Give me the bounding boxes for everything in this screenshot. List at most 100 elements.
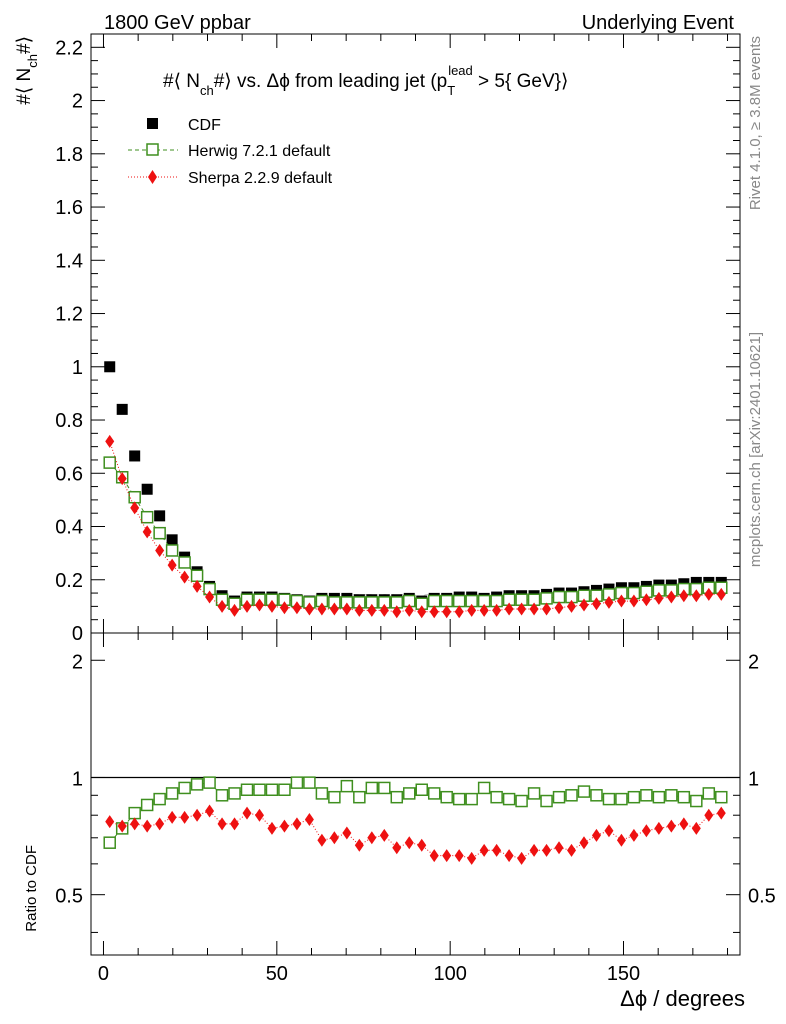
ratio-herwig-point [465, 792, 478, 806]
main-sherpa-point [716, 587, 726, 601]
ratio-herwig-point [640, 789, 653, 802]
ratio-herwig-point [253, 783, 266, 797]
main-sherpa-point [117, 472, 127, 486]
ratio-panel: 0.5 0.5 1 1 2 2 0 50 100 150 Ratio to CDF Δϕ / d… [23, 632, 776, 1011]
main-sherpa-point [329, 602, 339, 616]
ratio-herwig-point [690, 794, 703, 808]
legend-herwig-marker [146, 143, 159, 156]
main-sherpa-point [217, 599, 227, 613]
ratio-herwig-point [665, 789, 678, 802]
main-ytick-label: 0.8 [55, 410, 83, 432]
ratio-herwig-point [140, 798, 154, 812]
main-sherpa-point [616, 594, 626, 608]
main-ytick-label: 1.8 [55, 144, 83, 166]
main-cdf-point [141, 483, 153, 495]
ratio-ytick-label-right: 1 [748, 768, 759, 790]
ratio-herwig-point [527, 787, 541, 800]
main-herwig-point [128, 490, 141, 504]
ratio-sherpa-point [279, 819, 289, 833]
main-sherpa-point [130, 501, 140, 515]
main-herwig-point [190, 569, 204, 583]
ratio-sherpa-point [217, 817, 227, 831]
ratio-herwig-point [265, 783, 279, 797]
legend-cdf-marker [147, 118, 158, 129]
main-title: #⟨ Nch#⟩ vs. Δϕ from leading jet (pTlead… [163, 63, 568, 98]
header-right: Underlying Event [582, 12, 735, 34]
main-sherpa-point [279, 601, 289, 615]
main-sherpa-point [417, 605, 427, 619]
ratio-sherpa-point [379, 828, 389, 842]
ratio-sherpa-point [392, 841, 402, 855]
main-herwig-point [452, 594, 466, 608]
ratio-herwig-point [715, 790, 728, 804]
ratio-herwig-point [565, 789, 578, 802]
main-ytick-label: 1.6 [55, 197, 83, 219]
ratio-sherpa-point [654, 821, 664, 835]
ratio-sherpa-point [417, 838, 427, 852]
main-cdf-point [690, 576, 702, 588]
main-panel: 0 0.2 0.4 0.6 0.8 1 1.2 1.4 1.6 1.8 2 2.2 #⟨ Nch#⟩ … [14, 33, 741, 645]
main-sherpa-point [542, 602, 552, 616]
ratio-herwig-point [315, 787, 329, 800]
ratio-herwig-point [128, 806, 141, 820]
ratio-herwig-point [602, 792, 616, 806]
ratio-sherpa-point [242, 806, 252, 820]
main-herwig-point [552, 590, 566, 604]
ratio-herwig-point [390, 790, 404, 804]
ratio-sherpa-point [529, 843, 539, 857]
main-sherpa-point [105, 434, 115, 448]
ratio-sherpa-point [467, 851, 477, 865]
main-sherpa-point [155, 543, 165, 557]
ratio-herwig-point [365, 781, 379, 795]
ratio-sherpa-point [454, 849, 464, 863]
main-sherpa-point [629, 594, 639, 608]
main-sherpa-point [242, 599, 252, 613]
ratio-herwig-point [502, 792, 516, 806]
ratio-herwig-point [702, 787, 716, 800]
ratio-sherpa-point [130, 817, 140, 831]
main-sherpa-point [554, 601, 564, 615]
ratio-sherpa-point [629, 828, 639, 842]
ratio-sherpa-point [567, 843, 577, 857]
main-sherpa-point [354, 603, 364, 617]
ratio-sherpa-point [429, 849, 439, 863]
legend-sherpa-label: Sherpa 2.2.9 default [188, 170, 333, 187]
ratio-ytick-label-left: 2 [72, 651, 83, 673]
main-sherpa-point [666, 590, 676, 604]
main-ytick-label: 0.2 [55, 570, 83, 592]
main-sherpa-point [579, 598, 589, 612]
ratio-herwig-point [165, 787, 179, 800]
main-herwig-point [440, 594, 453, 608]
main-cdf-point [166, 534, 178, 546]
ratio-sherpa-point [554, 841, 564, 855]
main-ytick-label: 1.2 [55, 304, 83, 326]
ratio-sherpa-point [105, 815, 115, 829]
main-ytick-labels: 0 0.2 0.4 0.6 0.8 1 1.2 1.4 1.6 1.8 2 2.2 [55, 37, 83, 645]
ratio-herwig-point [427, 787, 441, 800]
ratio-sherpa-point [641, 824, 651, 838]
main-sherpa-point [142, 525, 152, 539]
ratio-herwig-point [552, 790, 566, 804]
ratio-sherpa-point [254, 808, 264, 822]
ratio-sherpa-point [317, 833, 327, 847]
main-sherpa-point [205, 590, 215, 604]
ratio-xlabel: Δϕ / degrees [620, 986, 745, 1011]
ratio-herwig-point [340, 779, 354, 793]
ratio-sherpa-point [354, 838, 364, 852]
main-herwig-point [427, 594, 441, 608]
ratio-sherpa-point [367, 831, 377, 845]
main-ticks [91, 33, 740, 634]
main-sherpa-point [604, 595, 614, 609]
ratio-herwig-point [477, 781, 491, 795]
ratio-sherpa-point [267, 821, 277, 835]
ratio-herwig-point [153, 792, 166, 806]
header-left: 1800 GeV ppbar [104, 12, 251, 34]
main-sherpa-point [167, 558, 177, 572]
ratio-herwig-point [240, 783, 254, 797]
main-sherpa-point [379, 603, 389, 617]
legend: CDF Herwig 7.2.1 default Sherpa 2.2.9 de… [128, 117, 333, 187]
ratio-herwig-point [540, 794, 553, 808]
ratio-sherpa-point [542, 843, 552, 857]
main-sherpa-point [342, 602, 352, 616]
ratio-sherpa-point [180, 810, 190, 824]
